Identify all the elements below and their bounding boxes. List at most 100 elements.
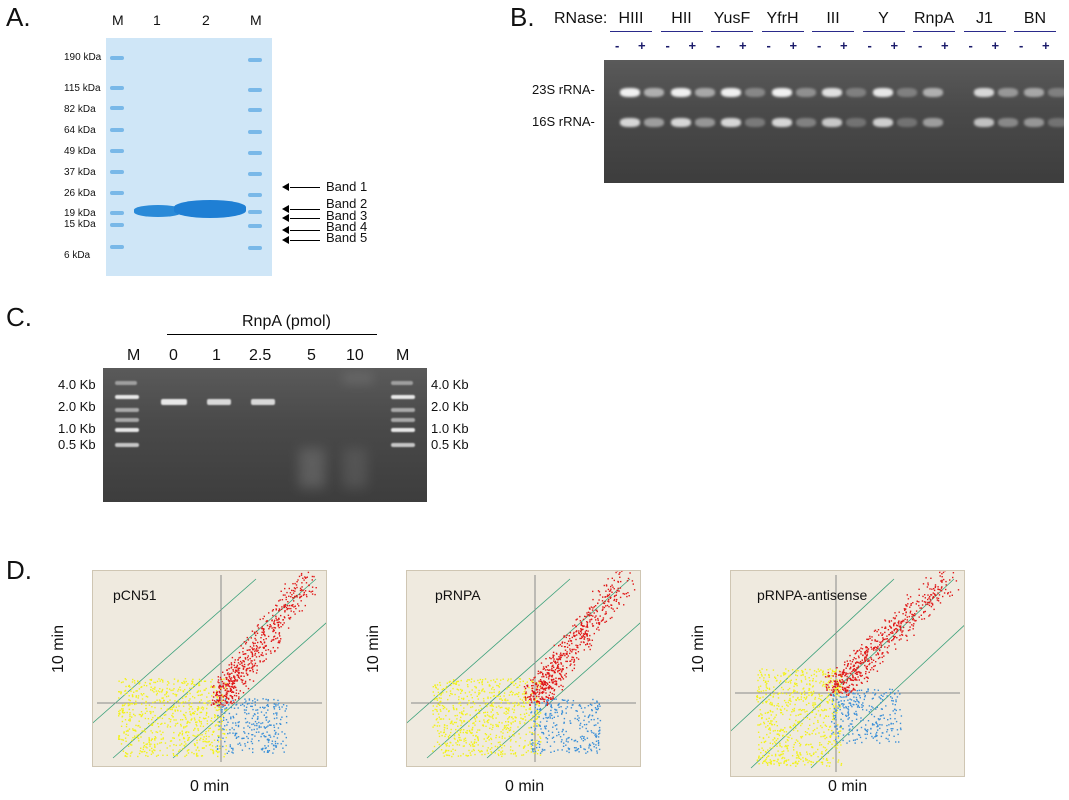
blue-point [860,717,862,719]
red-point [606,604,609,607]
red-point [923,611,925,613]
yellow-point [135,696,137,698]
red-point [911,615,913,618]
red-point [593,612,595,614]
red-point [556,667,558,669]
yellow-point [492,679,495,681]
yellow-point [528,720,531,722]
yellow-point [184,696,187,698]
red-point [244,680,247,683]
blue-point [277,742,279,745]
yellow-point [206,723,209,725]
yellow-point [146,747,148,749]
yellow-point [456,744,458,746]
yellow-point [201,694,203,696]
yellow-point [169,726,172,728]
yellow-point [463,720,465,723]
yellow-point [819,744,821,746]
yellow-point [837,744,839,746]
blue-point [261,722,264,724]
red-point [909,606,911,608]
red-point [578,630,580,632]
blue-point [561,730,563,733]
yellow-point [175,754,177,757]
yellow-point [484,678,487,680]
yellow-point [439,718,441,720]
yellow-point [762,749,765,751]
yellow-point [833,710,835,713]
red-point [928,615,930,617]
blue-point [864,729,867,731]
yellow-point [504,737,506,739]
yellow-point [461,690,463,692]
red-point [255,672,258,674]
blue-point [267,750,269,752]
yellow-point [122,750,125,752]
yellow-point [517,726,519,728]
red-point [573,667,575,670]
red-point [629,572,631,574]
red-point [941,576,943,578]
red-point [218,704,220,706]
red-point [223,674,226,676]
yellow-point [121,720,124,723]
red-point [247,655,249,657]
blue-point [275,723,278,725]
red-point [539,691,541,693]
yellow-point [821,756,823,758]
blue-point [864,694,866,697]
yellow-point [827,715,830,718]
blue-point [236,703,238,706]
plus-lane-label: + [789,38,798,53]
yellow-point [450,692,452,695]
red-point [234,677,236,679]
yellow-point [135,700,137,702]
yellow-point [157,690,159,692]
red-point [865,666,867,668]
red-point [874,629,877,631]
red-point [867,677,869,679]
red-point [525,697,527,699]
red-point [842,673,844,675]
c-size-right-4kb: 4.0 Kb [431,377,469,392]
yellow-point [790,679,792,681]
yellow-point [466,755,468,757]
red-point [303,593,305,596]
red-point [884,646,886,648]
red-point [847,672,849,675]
yellow-point [765,689,767,692]
red-point [838,674,840,676]
yellow-point [483,738,485,740]
blue-point [282,704,285,706]
yellow-point [810,711,813,714]
red-point [832,675,834,677]
red-point [557,666,559,668]
red-point [904,618,906,620]
yellow-point [195,721,197,723]
red-point [835,673,837,676]
red-point [860,672,862,674]
blue-point [873,724,875,726]
blue-point [265,719,268,721]
red-point [262,633,265,635]
yellow-point [184,726,187,728]
red-point [248,663,250,665]
yellow-point [789,674,792,676]
yellow-point [193,683,195,686]
band-1-arrow-icon [282,183,289,191]
blue-point [851,720,853,722]
yellow-point [163,699,165,702]
yellow-point [789,699,791,701]
yellow-point [760,673,763,676]
red-point [554,671,556,674]
yellow-point [457,739,459,742]
red-point [230,700,232,703]
rrna-23s-band [771,88,792,97]
red-point [557,664,559,667]
yellow-point [205,741,208,743]
red-point [836,680,838,683]
red-point [860,662,863,664]
yellow-point [811,732,813,735]
yellow-point [478,709,480,711]
red-point [222,699,224,701]
